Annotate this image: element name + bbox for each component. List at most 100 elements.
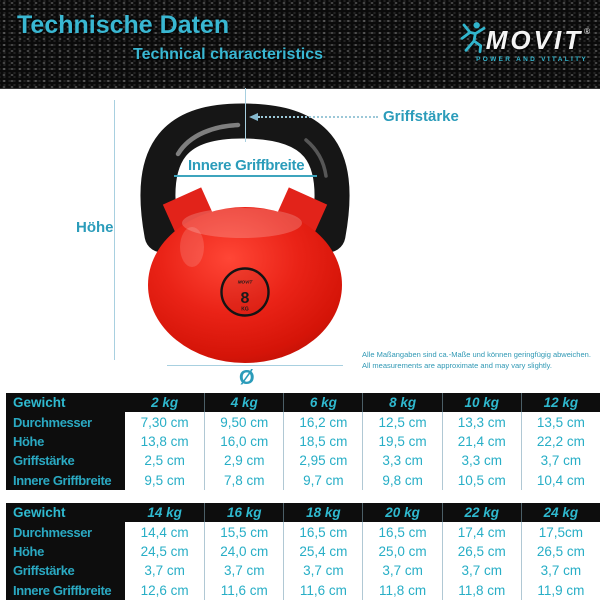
table-cell: 10,4 cm (520, 470, 600, 490)
handle-highlight-right (304, 138, 328, 178)
table-header-cell: Gewicht (6, 393, 125, 413)
table-header-cell: 6 kg (283, 393, 363, 413)
table-cell: 13,5 cm (520, 412, 600, 432)
kettlebell-image: MOVIT 8 KG (140, 103, 350, 363)
table-cell: 17,5cm (520, 522, 600, 542)
table-cell: 21,4 cm (441, 431, 521, 452)
kettlebell-body (148, 207, 342, 363)
table-cell: 9,5 cm (125, 470, 205, 490)
disclaimer-en: All measurements are approximate and may… (362, 360, 552, 370)
table-header-cell: 18 kg (283, 503, 363, 523)
table-cell: 3,3 cm (362, 451, 442, 471)
spec-table-14-24kg: Gewicht 14 kg 16 kg 18 kg 20 kg 22 kg 24… (6, 503, 600, 600)
table-header-cell: 12 kg (520, 393, 600, 413)
label-diameter-symbol: Ø (239, 367, 255, 389)
table-cell: 9,8 cm (362, 470, 442, 490)
table-header-cell: 4 kg (204, 393, 284, 413)
table-cell: 13,3 cm (441, 412, 521, 432)
table-cell: 24,5 cm (125, 541, 205, 562)
table-cell: 7,8 cm (204, 470, 284, 490)
table-header-cell: 8 kg (362, 393, 442, 413)
label-hoehe: Höhe (76, 219, 114, 236)
label-griffstaerke: Griffstärke (383, 108, 459, 125)
table-cell: 25,0 cm (362, 541, 442, 562)
table-cell: 16,5 cm (362, 522, 442, 542)
badge-weight: 8 (241, 290, 250, 307)
table-cell: 3,7 cm (283, 561, 363, 581)
table-cell: 9,50 cm (204, 412, 284, 432)
registered-mark: ® (584, 26, 590, 36)
table-cell: 15,5 cm (204, 522, 284, 542)
diameter-measure-line (167, 365, 343, 366)
table-header-cell: 24 kg (520, 503, 600, 523)
weight-badge-ring (220, 267, 270, 317)
table-cell: 7,30 cm (125, 412, 205, 432)
page-subtitle: Technical characteristics (133, 46, 324, 63)
disclaimer-de: Alle Maßangaben sind ca.-Maße und können… (362, 350, 591, 359)
height-measure-line (114, 100, 115, 360)
table-cell: 3,7 cm (520, 561, 600, 581)
table-header-cell: 20 kg (362, 503, 442, 523)
badge-brand: MOVIT (238, 280, 254, 285)
table-cell: 3,7 cm (125, 561, 205, 581)
handle-thickness-dotted-line (258, 116, 378, 118)
table-row-label: Griffstärke (6, 451, 125, 471)
table-cell: 3,7 cm (441, 561, 521, 581)
table-cell: 12,5 cm (362, 412, 442, 432)
table-header-cell: 16 kg (204, 503, 284, 523)
table-cell: 26,5 cm (441, 541, 521, 562)
table-cell: 26,5 cm (520, 541, 600, 562)
table-cell: 9,7 cm (283, 470, 363, 490)
table-row-label: Durchmesser (6, 412, 125, 432)
body-reflection (182, 208, 302, 238)
body-reflection-small (180, 227, 204, 267)
table-cell: 3,3 cm (441, 451, 521, 471)
table-cell: 19,5 cm (362, 431, 442, 452)
table-cell: 2,9 cm (204, 451, 284, 471)
page-title: Technische Daten (17, 11, 230, 39)
disclaimer: Alle Maßangaben sind ca.-Maße und können… (362, 350, 594, 372)
handle-thickness-vertical-line (245, 88, 246, 142)
handle-highlight (175, 122, 241, 157)
table-cell: 17,4 cm (441, 522, 521, 542)
table-cell: 11,8 cm (441, 580, 521, 600)
label-innere-griffbreite: Innere Griffbreite (188, 157, 305, 174)
table-cell: 24,0 cm (204, 541, 284, 562)
table-row-label: Innere Griffbreite (6, 580, 125, 600)
table-cell: 3,7 cm (204, 561, 284, 581)
table-cell: 10,5 cm (441, 470, 521, 490)
table-cell: 12,6 cm (125, 580, 205, 600)
table-row-label: Durchmesser (6, 522, 125, 542)
table-cell: 22,2 cm (520, 431, 600, 452)
table-row-label: Griffstärke (6, 561, 125, 581)
inner-grip-width-line (174, 175, 317, 177)
jumping-person-icon (460, 22, 486, 53)
table-cell: 18,5 cm (283, 431, 363, 452)
table-cell: 16,0 cm (204, 431, 284, 452)
table-cell: 14,4 cm (125, 522, 205, 542)
table-cell: 11,8 cm (362, 580, 442, 600)
table-header-cell: 14 kg (125, 503, 205, 523)
table-cell: 25,4 cm (283, 541, 363, 562)
table-cell: 11,9 cm (520, 580, 600, 600)
spec-table-2-12kg: Gewicht 2 kg 4 kg 6 kg 8 kg 10 kg 12 kg … (6, 393, 600, 490)
table-cell: 11,6 cm (204, 580, 284, 600)
table-cell: 16,5 cm (283, 522, 363, 542)
table-cell: 16,2 cm (283, 412, 363, 432)
table-cell: 2,5 cm (125, 451, 205, 471)
table-header-cell: 2 kg (125, 393, 205, 413)
left-arrow-icon (249, 113, 258, 121)
table-cell: 11,6 cm (283, 580, 363, 600)
badge-unit: KG (241, 307, 249, 313)
table-header-cell: 10 kg (441, 393, 521, 413)
table-cell: 3,7 cm (520, 451, 600, 471)
table-header-cell: Gewicht (6, 503, 125, 523)
brand-tagline: POWER AND VITALITY (476, 56, 588, 63)
table-row-label: Höhe (6, 541, 125, 562)
movit-logo: MOVIT ® POWER AND VITALITY (458, 22, 590, 63)
table-cell: 13,8 cm (125, 431, 205, 452)
brand-text: MOVIT (485, 24, 584, 55)
table-header-cell: 22 kg (441, 503, 521, 523)
table-cell: 3,7 cm (362, 561, 442, 581)
